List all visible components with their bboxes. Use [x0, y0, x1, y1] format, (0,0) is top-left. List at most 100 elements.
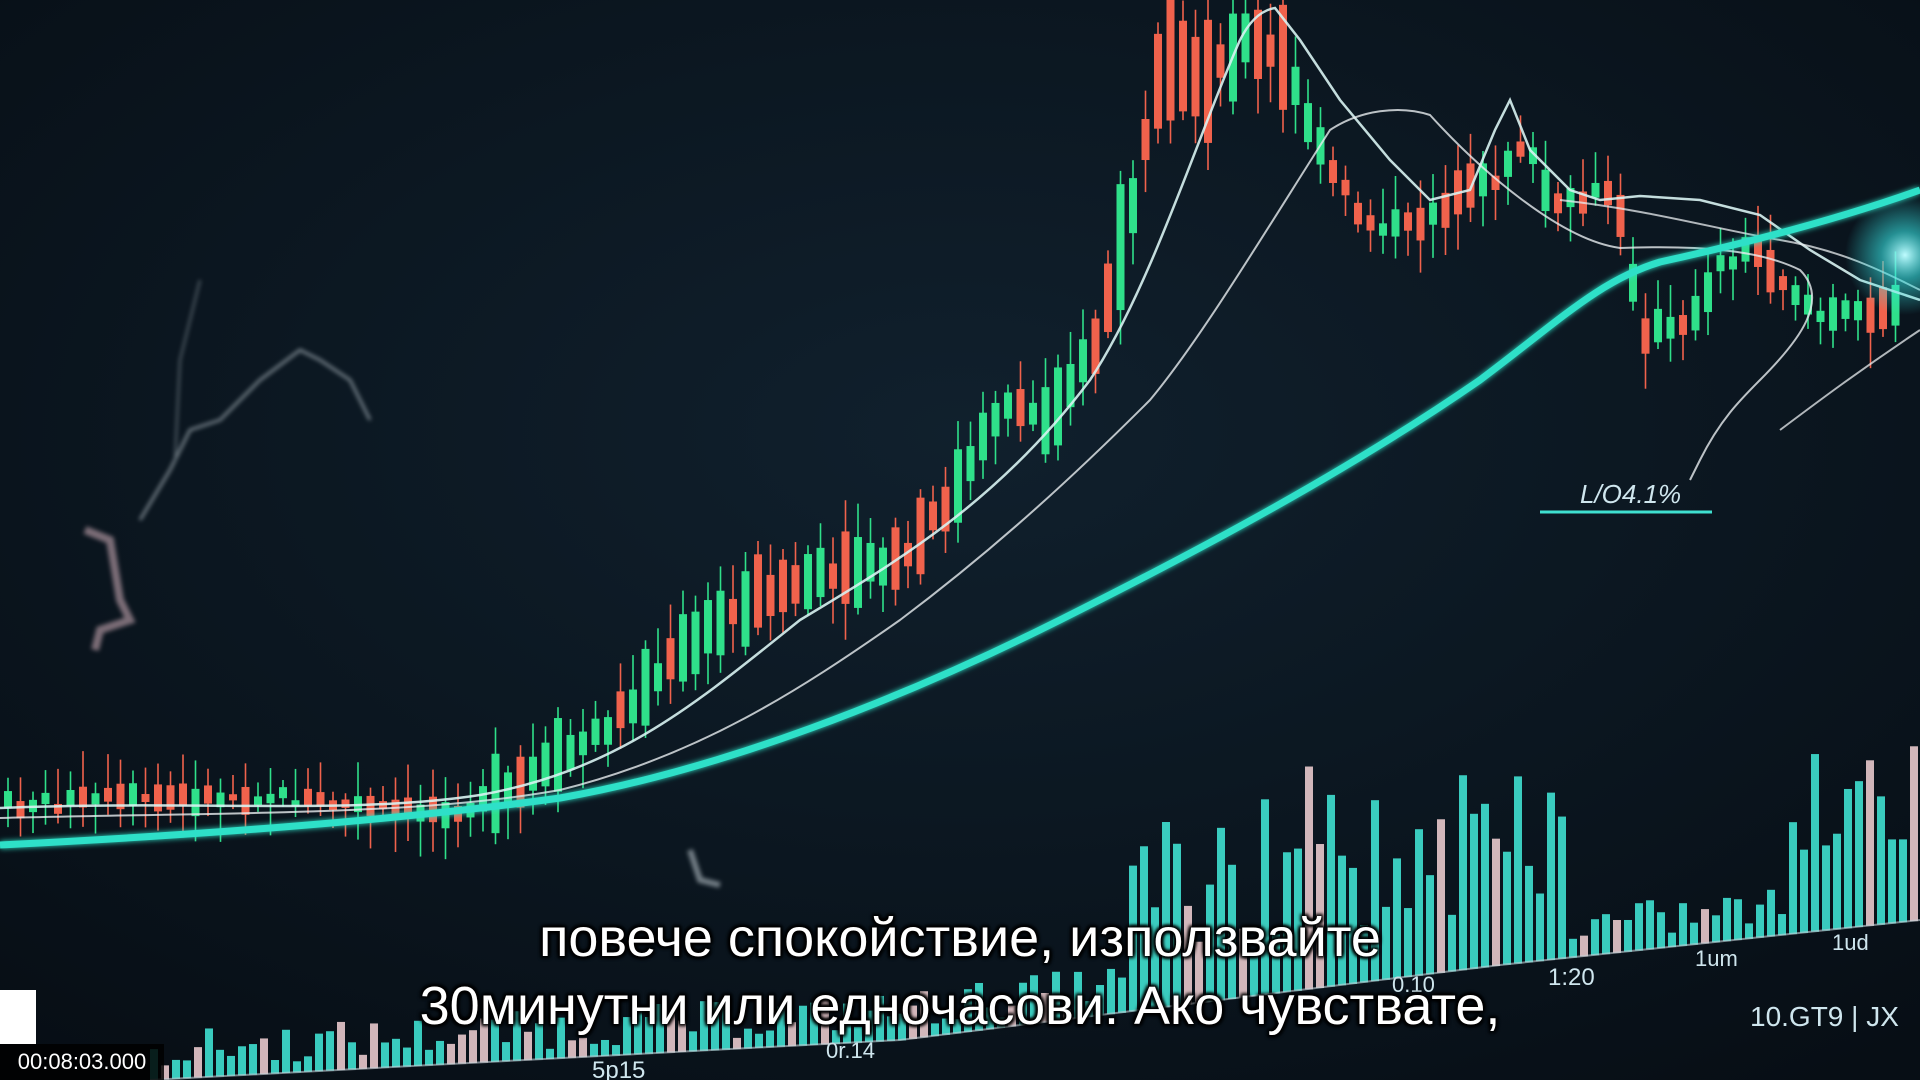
volume-bar — [392, 1038, 400, 1068]
candle-body — [154, 784, 162, 812]
volume-bar — [1426, 875, 1434, 975]
bull-candle — [554, 707, 562, 813]
bear-candle — [616, 663, 625, 749]
candle-body — [1329, 160, 1337, 184]
candle-body — [1054, 367, 1062, 446]
volume-bar — [1085, 1001, 1093, 1017]
candle-body — [1041, 387, 1050, 455]
volume-bar — [1822, 845, 1830, 931]
volume-bar — [337, 1021, 345, 1071]
volume-bar — [931, 1023, 939, 1037]
bear-candle — [1779, 269, 1787, 311]
volume-bar — [1118, 977, 1126, 1013]
candle-body — [1591, 182, 1600, 198]
volume-bar — [975, 982, 983, 1031]
axis-label-1-20: 1:20 — [1548, 964, 1595, 991]
bull-candle — [1654, 280, 1662, 350]
candle-body — [1141, 119, 1150, 161]
bull-candle — [491, 727, 500, 845]
bull-candle — [41, 770, 50, 825]
volume-bar — [1041, 992, 1049, 1023]
volume-bar — [194, 1047, 202, 1078]
candle-body — [754, 554, 762, 628]
volume-bar — [1800, 849, 1808, 933]
bull-candle — [579, 708, 587, 789]
volume-bar — [711, 1002, 719, 1051]
candle-body — [1016, 389, 1025, 427]
volume-bar — [942, 1018, 950, 1035]
bull-candle — [816, 523, 825, 607]
bull-candle — [641, 640, 650, 738]
candle-body — [1479, 163, 1487, 197]
volume-bar — [579, 1037, 587, 1058]
bull-candle — [1841, 293, 1850, 332]
axis-label-1um: 1um — [1695, 946, 1738, 971]
candle-body — [691, 611, 700, 675]
candle-body — [204, 785, 212, 804]
bear-candle — [1754, 205, 1762, 295]
volume-bar — [788, 1022, 796, 1047]
bull-candle — [691, 595, 700, 691]
volume-bar — [546, 1048, 554, 1060]
bull-candle — [279, 780, 287, 807]
candle-body — [1504, 150, 1512, 177]
candle-body — [616, 691, 625, 729]
volume-bar — [1228, 864, 1236, 999]
moving-average-line-fast — [0, 6, 1920, 810]
volume-bar — [1272, 934, 1280, 994]
volume-bar — [1008, 1005, 1016, 1027]
bear-candle — [1104, 250, 1112, 339]
volume-bar — [920, 991, 928, 1038]
bear-candle — [1404, 202, 1412, 256]
volume-bar — [1239, 928, 1247, 998]
candle-body — [1416, 207, 1425, 241]
volume-bar — [645, 1017, 653, 1054]
candle-body — [104, 787, 112, 802]
candle-body — [279, 787, 287, 799]
candle-body — [604, 717, 612, 745]
candle-body — [491, 753, 500, 834]
bear-candle — [1641, 293, 1650, 389]
volume-bar — [1899, 839, 1907, 923]
volume-bar — [1173, 843, 1181, 1006]
candle-body — [179, 783, 187, 806]
volume-bar — [854, 1026, 862, 1043]
bear-candle — [1329, 146, 1337, 197]
volume-bar — [1844, 788, 1852, 929]
axis-labels: 1:20 1um 1ud 0.10 5p15 0r.14 10.GT9 | JX — [592, 930, 1899, 1080]
bear-candle — [179, 754, 187, 838]
candle-body — [979, 412, 987, 461]
bear-candle — [904, 520, 912, 589]
chart-annotation: L/O4.1% — [1540, 479, 1712, 514]
volume-bar — [1470, 813, 1478, 969]
volume-bar — [1327, 794, 1335, 987]
bull-candle — [1541, 140, 1550, 228]
candle-body — [629, 689, 637, 724]
bull-candle — [1591, 152, 1600, 206]
volume-bar — [414, 1020, 422, 1067]
candle-body — [79, 786, 87, 808]
volume-bar — [315, 1033, 323, 1072]
volume-bar — [689, 1031, 697, 1052]
bull-candle — [1666, 285, 1675, 362]
candle-body — [91, 793, 100, 805]
bull-candle — [716, 566, 725, 673]
volume-bar — [1591, 919, 1599, 956]
candle-body — [254, 796, 262, 806]
bull-candle — [879, 537, 887, 612]
volume-bar — [755, 1033, 763, 1048]
bull-candle — [1116, 170, 1125, 345]
candle-body — [954, 449, 962, 523]
candle-body — [1391, 209, 1400, 237]
bull-candle — [566, 719, 575, 777]
bull-candle — [654, 628, 662, 706]
candle-body — [1604, 180, 1612, 206]
bull-candle — [854, 503, 862, 615]
candle-body — [391, 799, 400, 819]
bull-candle — [1816, 297, 1825, 345]
candle-body — [1104, 263, 1112, 333]
candle-body — [1191, 36, 1200, 117]
candle-body — [341, 799, 350, 808]
bear-candle — [1091, 309, 1100, 394]
